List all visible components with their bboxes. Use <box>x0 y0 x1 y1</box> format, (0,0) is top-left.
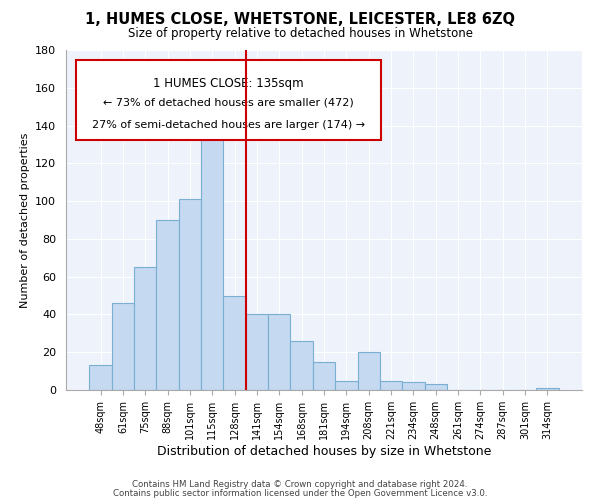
Text: Contains public sector information licensed under the Open Government Licence v3: Contains public sector information licen… <box>113 490 487 498</box>
Bar <box>425 384 447 390</box>
Bar <box>201 130 223 390</box>
Text: 1, HUMES CLOSE, WHETSTONE, LEICESTER, LE8 6ZQ: 1, HUMES CLOSE, WHETSTONE, LEICESTER, LE… <box>85 12 515 28</box>
Bar <box>358 352 380 390</box>
Bar <box>402 382 425 390</box>
Text: 27% of semi-detached houses are larger (174) →: 27% of semi-detached houses are larger (… <box>92 120 365 130</box>
Bar <box>157 220 179 390</box>
Bar <box>223 296 246 390</box>
Bar <box>179 199 201 390</box>
Bar <box>246 314 268 390</box>
Bar <box>290 341 313 390</box>
Bar <box>335 380 358 390</box>
Bar <box>89 366 112 390</box>
Text: 1 HUMES CLOSE: 135sqm: 1 HUMES CLOSE: 135sqm <box>153 77 304 90</box>
Bar <box>380 380 402 390</box>
Y-axis label: Number of detached properties: Number of detached properties <box>20 132 29 308</box>
FancyBboxPatch shape <box>76 60 381 140</box>
Bar <box>134 267 157 390</box>
Text: Size of property relative to detached houses in Whetstone: Size of property relative to detached ho… <box>128 28 473 40</box>
Bar <box>268 314 290 390</box>
X-axis label: Distribution of detached houses by size in Whetstone: Distribution of detached houses by size … <box>157 444 491 458</box>
Text: ← 73% of detached houses are smaller (472): ← 73% of detached houses are smaller (47… <box>103 98 354 108</box>
Bar <box>313 362 335 390</box>
Bar <box>536 388 559 390</box>
Text: Contains HM Land Registry data © Crown copyright and database right 2024.: Contains HM Land Registry data © Crown c… <box>132 480 468 489</box>
Bar <box>112 303 134 390</box>
